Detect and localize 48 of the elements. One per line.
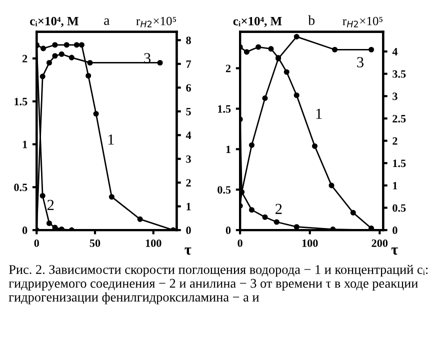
y2-tick-label: 3.5 xyxy=(392,70,406,78)
annotation: 2 xyxy=(276,204,282,214)
annotation: 3 xyxy=(357,57,364,68)
x-tick-label: 0 xyxy=(238,239,242,247)
y2-tick-label: 0 xyxy=(392,226,398,234)
y2-tick-label: 1 xyxy=(186,202,191,210)
y2-tick-label: 3 xyxy=(392,92,398,100)
chart-title: a xyxy=(104,18,110,26)
x-tick-label: 0 xyxy=(34,239,39,247)
y-tick-label: 0.5 xyxy=(218,186,231,194)
x-tick-label: 50 xyxy=(90,239,100,247)
y2-tick-label: 0 xyxy=(186,226,191,234)
x-tick-label: 100 xyxy=(302,239,318,247)
x-axis-title: τ xyxy=(391,248,398,255)
annotation: 1 xyxy=(108,134,114,145)
y-tick-label: 1 xyxy=(226,146,230,154)
y2-tick-label: 4 xyxy=(392,48,398,56)
y2-tick-label: 4 xyxy=(186,132,192,139)
x-tick-label: 100 xyxy=(146,239,162,247)
y-tick-label: 0 xyxy=(22,226,28,234)
y-axis-title: cᵢ×10⁴, M xyxy=(233,16,282,28)
y2-tick-label: 2.5 xyxy=(392,114,406,122)
y2-tick-label: 0.5 xyxy=(392,204,406,212)
x-tick-label: 200 xyxy=(372,239,388,247)
annotation: 2 xyxy=(47,200,54,210)
x-axis-title: τ xyxy=(184,248,192,255)
y2-axis-title: r$_{H2}$×10⁵ xyxy=(342,16,382,28)
y2-tick-label: 1.5 xyxy=(393,160,406,168)
y-axis-title: cᵢ×10⁴, M xyxy=(30,16,78,28)
text: Рис. 2. Зависимости скорости поглощения водорода − 1 и концентраций cᵢ: гидрируемого соединения − 2 и анилина − 3 от времени τ в ходе реакции гидрогенизации фенилгидроксиламина − a и xyxy=(8,264,428,304)
y2-tick-label: 7 xyxy=(186,60,192,68)
y2-tick-label: 1 xyxy=(393,182,398,190)
y-tick-label: 0.5 xyxy=(14,184,28,192)
annotation: 1 xyxy=(316,108,322,119)
y2-tick-label: 2 xyxy=(186,179,191,186)
y-tick-label: 1 xyxy=(22,140,28,148)
chart-title: b xyxy=(308,15,315,26)
y-tick-label: 0 xyxy=(226,226,231,234)
y-tick-label: 2 xyxy=(226,64,231,72)
y2-tick-label: 2 xyxy=(392,137,398,145)
y2-tick-label: 6 xyxy=(186,84,191,92)
y2-tick-label: 8 xyxy=(186,36,191,44)
y-tick-label: 1.5 xyxy=(14,98,28,106)
y-tick-label: 1.5 xyxy=(218,105,231,113)
y2-axis-title: r$_{H2}$×10⁵ xyxy=(136,16,176,28)
y2-tick-label: 5 xyxy=(186,108,191,116)
y2-tick-label: 3 xyxy=(186,155,191,163)
y-tick-label: 2 xyxy=(22,54,28,62)
